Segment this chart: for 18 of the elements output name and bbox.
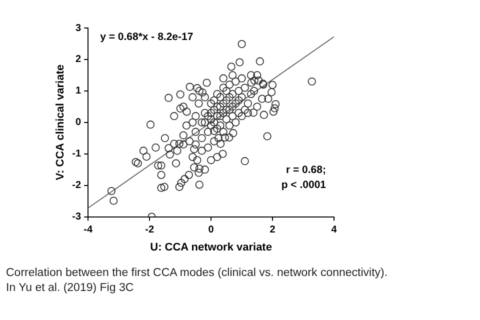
x-tick-label: 4	[331, 224, 338, 236]
text: Correlation between the first CCA modes (clinical vs. network connectivity).	[6, 266, 388, 281]
y-tick-label: 0	[76, 117, 82, 128]
annotation: y = 0.68*x - 8.2e-17	[100, 31, 194, 44]
x-tick-label: 2	[270, 224, 276, 236]
y-tick-label: -3	[72, 212, 82, 223]
annotation: r = 0.68; p < .0001	[281, 164, 326, 191]
y-tick-label: 3	[76, 22, 82, 34]
y-tick-label: 1	[76, 86, 82, 97]
x-tick-label: -2	[145, 224, 154, 236]
x-axis-title: U: CCA network variate	[150, 241, 272, 254]
x-tick-label: -4	[84, 224, 93, 236]
y-tick-label: -2	[72, 180, 82, 192]
y-tick-label: 2	[76, 54, 82, 66]
y-tick-label: -1	[72, 148, 82, 160]
text: In Yu et al. (2019) Fig 3C	[6, 281, 135, 296]
y-axis-title: V: CCA clinical variate	[54, 64, 67, 180]
x-tick-label: 0	[208, 224, 214, 236]
